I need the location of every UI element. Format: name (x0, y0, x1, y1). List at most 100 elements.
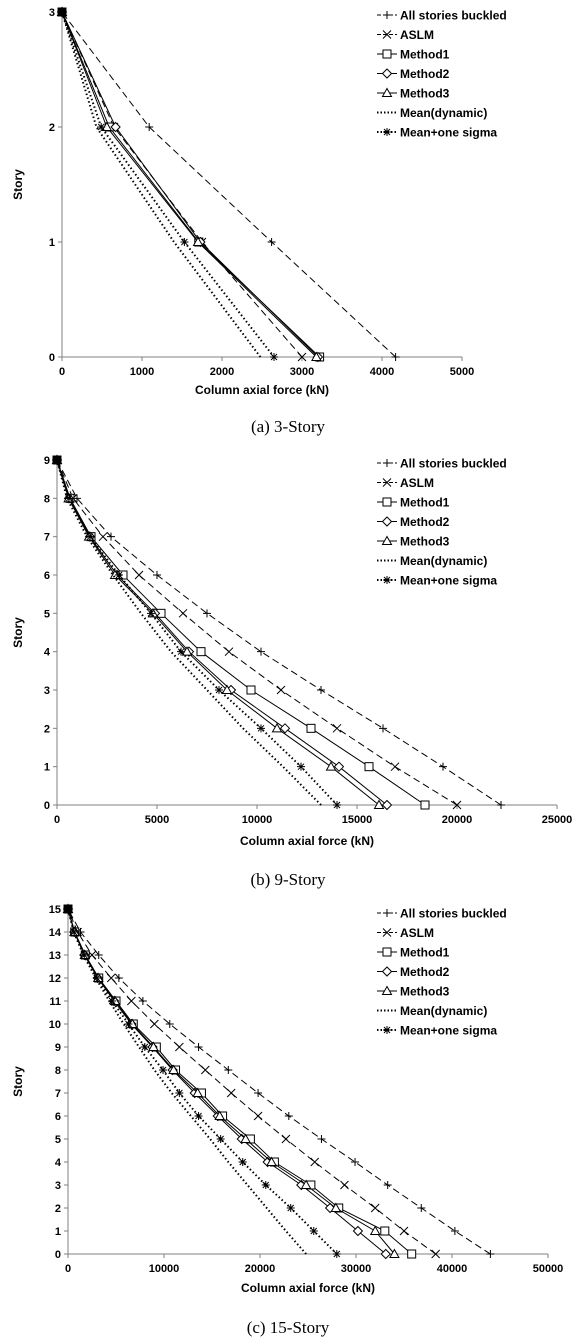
x-axis-label: Column axial force (kN) (195, 383, 329, 397)
series-line (56, 459, 502, 806)
x-tick-label: 20000 (245, 1263, 276, 1275)
data-point-marker (420, 800, 430, 810)
data-point-marker (399, 1226, 409, 1236)
y-tick-label: 9 (44, 455, 50, 467)
series-mean-one-sigma (64, 905, 341, 1258)
legend-marker (383, 11, 391, 19)
data-point-marker (271, 722, 283, 733)
data-point-marker (257, 647, 265, 656)
legend-label: Method2 (400, 515, 450, 529)
data-point-marker (333, 761, 345, 772)
data-point-marker (300, 1179, 312, 1189)
x-tick-label: 3000 (290, 366, 314, 378)
x-tick-label: 25000 (542, 814, 573, 826)
data-point-marker (203, 609, 211, 618)
series-line (56, 459, 380, 806)
figure-caption: (a) 3-Story (251, 417, 326, 436)
data-point-marker (226, 1088, 236, 1098)
series-method1 (57, 7, 325, 362)
data-point-marker (224, 1066, 233, 1074)
x-tick-label: 5000 (145, 814, 169, 826)
data-point-marker (192, 236, 204, 246)
series-line (61, 11, 303, 358)
series-line (67, 908, 395, 1255)
legend-marker (383, 909, 391, 917)
data-point-marker (178, 608, 188, 618)
x-tick-label: 50000 (533, 1263, 564, 1275)
y-tick-label: 4 (44, 647, 51, 659)
legend-label: Mean(dynamic) (400, 106, 487, 120)
data-point-marker (286, 1204, 295, 1212)
data-point-marker (94, 951, 103, 959)
y-tick-label: 10 (49, 1019, 61, 1031)
legend-marker (381, 985, 393, 995)
data-point-marker (364, 762, 374, 772)
x-tick-label: 5000 (450, 366, 474, 378)
legend-label: Method3 (400, 87, 450, 101)
data-point-marker (159, 1066, 168, 1074)
y-tick-label: 2 (44, 723, 50, 735)
data-point-marker (69, 928, 78, 936)
data-point-marker (373, 799, 385, 809)
data-point-marker (306, 723, 316, 733)
data-point-marker (240, 1133, 251, 1143)
legend-marker (381, 68, 393, 79)
legend-marker (382, 947, 392, 957)
chart-panel-1: 0 1000 2000 3000 4000 5000 0 1 2 3 Column axial fo… (11, 6, 507, 436)
data-point-marker (297, 762, 305, 771)
data-point-marker (297, 352, 307, 362)
data-point-marker (254, 1089, 263, 1097)
y-axis-label: Story (11, 169, 25, 200)
data-point-marker (200, 1065, 210, 1075)
legend-label: ASLM (400, 28, 434, 42)
figure-caption: (b) 9-Story (250, 870, 326, 889)
data-point-marker (86, 532, 94, 541)
legend-marker (383, 128, 391, 136)
data-point-marker (276, 685, 286, 695)
data-point-marker (192, 1087, 203, 1097)
data-point-marker (108, 997, 117, 1005)
x-tick-label: 0 (65, 1263, 71, 1275)
x-tick-label: 15000 (342, 814, 373, 826)
legend-label: Method3 (400, 985, 450, 999)
series-line (61, 11, 396, 358)
data-point-marker (153, 571, 161, 579)
data-point-marker (266, 1156, 277, 1166)
data-point-marker (65, 494, 73, 503)
data-point-marker (389, 1248, 400, 1258)
series-line (56, 459, 458, 806)
data-point-marker (196, 647, 206, 657)
data-point-marker (138, 997, 147, 1005)
legend-label: Method2 (400, 67, 450, 81)
series-line (67, 908, 491, 1255)
data-point-marker (381, 799, 393, 811)
data-point-marker (284, 1112, 293, 1120)
y-tick-label: 5 (44, 608, 50, 620)
data-point-marker (140, 1043, 149, 1051)
y-tick-label: 3 (55, 1180, 61, 1192)
legend-label: Method3 (400, 535, 450, 549)
data-point-marker (124, 1020, 133, 1028)
legend: All stories buckled ASLM Method1 Method2 Met… (377, 9, 507, 140)
y-tick-label: 7 (55, 1088, 61, 1100)
x-tick-label: 0 (54, 814, 60, 826)
data-point-marker (148, 1041, 159, 1051)
data-point-marker (333, 801, 341, 809)
top-story-point (64, 905, 72, 913)
y-tick-label: 9 (55, 1042, 61, 1054)
legend-label: Mean+one sigma (400, 1024, 497, 1038)
y-tick-label: 1 (49, 237, 55, 249)
top-story-point (58, 8, 66, 16)
series-line (56, 459, 322, 806)
legend-label: ASLM (400, 476, 434, 490)
legend-label: Mean+one sigma (400, 574, 497, 588)
legend-marker (381, 535, 393, 545)
data-point-marker (309, 1227, 318, 1235)
legend-label: Method1 (400, 946, 450, 960)
series-line (61, 11, 320, 358)
data-point-marker (497, 801, 505, 809)
series-method1 (63, 904, 417, 1259)
data-point-marker (340, 1180, 349, 1190)
data-point-marker (380, 1226, 390, 1236)
